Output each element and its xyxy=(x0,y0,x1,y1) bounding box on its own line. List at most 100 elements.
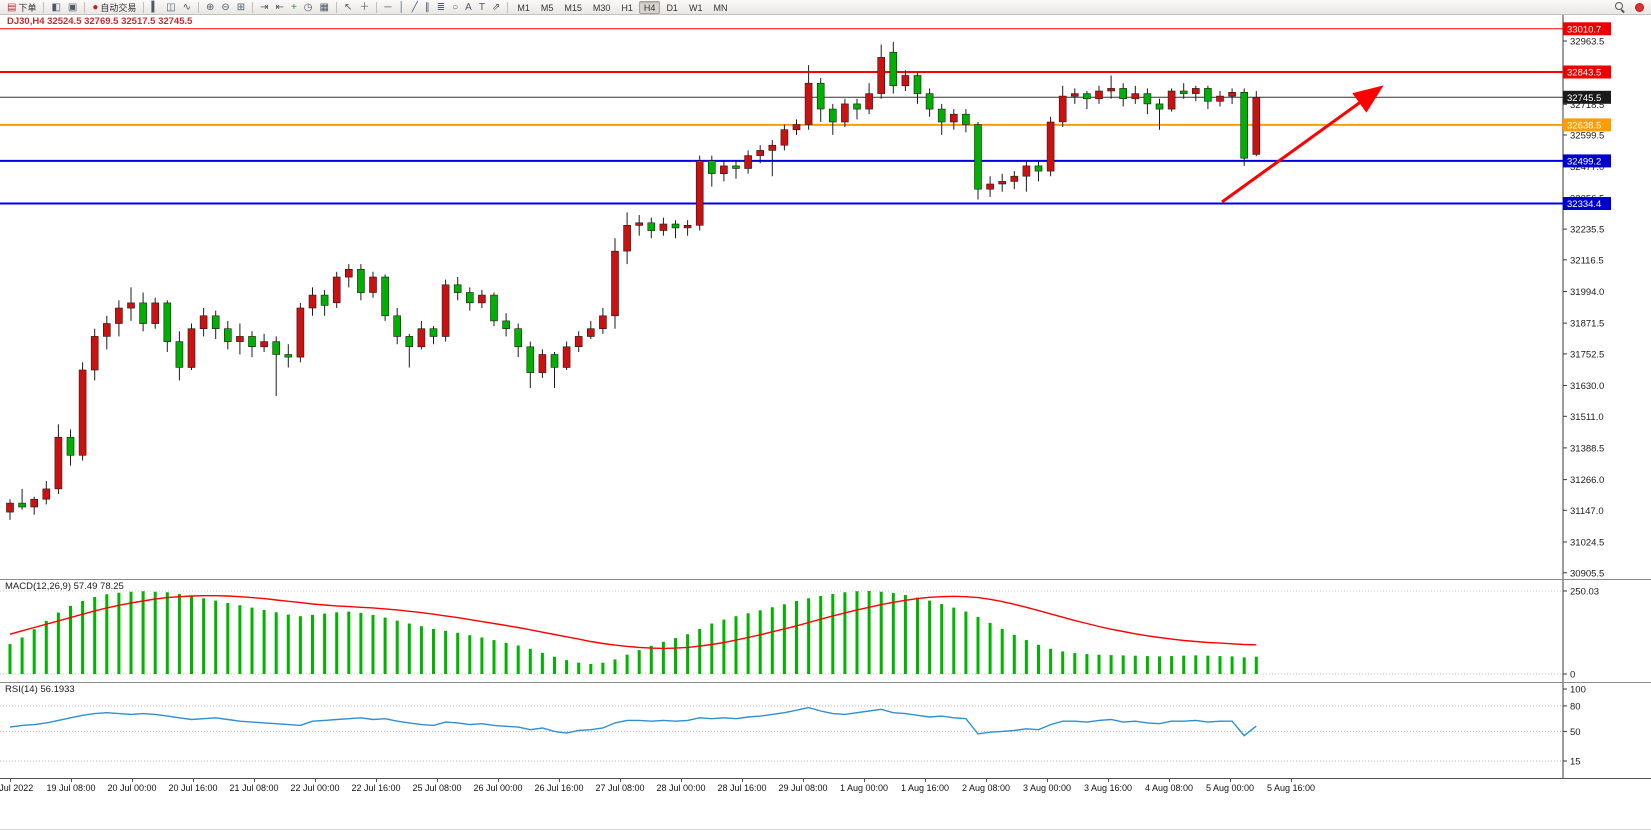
timeframe-m1-button[interactable]: M1 xyxy=(517,2,530,13)
price-level-badge: 32499.2 xyxy=(1563,154,1611,168)
zoom-in-button[interactable]: ⊕ xyxy=(203,1,217,14)
time-tick xyxy=(559,779,560,782)
rsi-axis-label: 50 xyxy=(1570,727,1581,738)
time-tick xyxy=(1291,779,1292,782)
time-tick xyxy=(498,779,499,782)
time-tick xyxy=(254,779,255,782)
time-tick xyxy=(1230,779,1231,782)
toolbar-separator xyxy=(335,1,337,13)
time-label: 28 Jul 16:00 xyxy=(717,783,767,793)
time-label: 18 Jul 2022 xyxy=(0,783,34,793)
line-chart-button[interactable]: ∿ xyxy=(180,1,194,14)
price-level-badge: 32334.4 xyxy=(1563,197,1611,210)
ellipse-icon: ○ xyxy=(452,1,459,13)
record-icon[interactable] xyxy=(1635,2,1644,12)
line-chart-icon: ∿ xyxy=(182,1,191,13)
auto-scroll-icon: ⇥ xyxy=(260,1,269,13)
price-axis-label: 32116.5 xyxy=(1570,255,1604,266)
price-axis-label: 30905.5 xyxy=(1570,568,1604,579)
auto-trading-button[interactable]: ● 自动交易 xyxy=(89,1,139,14)
macd-canvas[interactable]: 250.03 0 xyxy=(0,580,1651,682)
time-label: 29 Jul 08:00 xyxy=(778,783,828,793)
time-tick xyxy=(71,779,72,782)
toolbar-separator xyxy=(197,1,199,13)
rsi-axis-label: 80 xyxy=(1570,701,1581,712)
rsi-panel[interactable]: 100 80 50 15 RSI(14) 56.1933 xyxy=(0,682,1651,778)
rsi-canvas[interactable]: 100 80 50 15 xyxy=(0,683,1651,778)
periods-button[interactable]: ◷ xyxy=(301,1,316,14)
price-level-badge: 32638.5 xyxy=(1563,118,1611,132)
new-order-button[interactable]: ▤ 下单 xyxy=(4,1,39,14)
text-button[interactable]: A xyxy=(462,1,475,14)
main-chart-panel[interactable]: 32963.532841.532718.532599.532477.032356… xyxy=(0,15,1651,579)
time-axis[interactable]: 18 Jul 2022 19 Jul 08:00 20 Jul 00:00 20 Ju… xyxy=(0,778,1651,795)
svg-text:32638.5: 32638.5 xyxy=(1567,120,1601,131)
arrows-button[interactable]: ⇗ xyxy=(489,1,503,14)
price-axis-label: 31752.5 xyxy=(1570,349,1604,360)
main-chart-canvas[interactable]: 32963.532841.532718.532599.532477.032356… xyxy=(0,15,1651,579)
time-tick xyxy=(681,779,682,782)
time-tick xyxy=(742,779,743,782)
indicators-button[interactable]: + xyxy=(288,1,300,14)
search-button[interactable] xyxy=(1612,1,1628,14)
ellipse-button[interactable]: ○ xyxy=(449,1,461,14)
timeframe-w1-button[interactable]: W1 xyxy=(688,2,703,13)
timeframe-m15-button[interactable]: M15 xyxy=(564,2,582,13)
profile-button[interactable]: ▣ xyxy=(65,1,80,14)
rsi-svg: 100 80 50 15 xyxy=(0,683,1651,778)
label-icon: T xyxy=(478,1,485,13)
time-label: 26 Jul 00:00 xyxy=(473,783,523,793)
time-tick xyxy=(1108,779,1109,782)
macd-panel[interactable]: 250.03 0 MACD(12,26,9) 57.49 78.25 xyxy=(0,579,1651,682)
trendline-icon: ╱ xyxy=(411,1,418,13)
templates-button[interactable]: ▦ xyxy=(317,1,332,14)
chart-shift-icon: ⇤ xyxy=(275,1,284,13)
rsi-line xyxy=(9,706,1257,737)
hline-button[interactable]: ─ xyxy=(381,1,394,14)
bars-chart-button[interactable]: ▍ xyxy=(148,1,162,14)
tile-windows-button[interactable]: ⊞ xyxy=(234,1,248,14)
bars-chart-icon: ▍ xyxy=(151,1,160,13)
candlestick-chart-button[interactable]: ◫ xyxy=(163,1,178,14)
price-axis-label: 31871.5 xyxy=(1570,319,1604,330)
timeframe-h4-button[interactable]: H4 xyxy=(638,0,661,14)
price-axis-label: 32599.5 xyxy=(1570,131,1604,142)
templates-icon: ▦ xyxy=(319,1,329,13)
timeframe-d1-button[interactable]: D1 xyxy=(666,2,678,13)
timeframe-mn-button[interactable]: MN xyxy=(713,2,728,13)
time-tick xyxy=(193,779,194,782)
candlesticks xyxy=(6,41,1261,520)
chart-shift-button[interactable]: ⇤ xyxy=(273,1,287,14)
time-tick xyxy=(925,779,926,782)
time-label: 21 Jul 08:00 xyxy=(229,783,279,793)
timeframe-m30-button[interactable]: M30 xyxy=(592,2,611,13)
vline-icon: │ xyxy=(398,1,405,13)
time-label: 3 Aug 16:00 xyxy=(1083,783,1133,793)
hline-icon: ─ xyxy=(384,1,392,13)
trendline-button[interactable]: ╱ xyxy=(409,1,421,14)
fibonacci-icon: ≣ xyxy=(436,1,446,13)
price-level-badge: 32843.5 xyxy=(1563,65,1611,79)
channel-button[interactable]: ∥ xyxy=(422,1,433,14)
time-label: 19 Jul 08:00 xyxy=(46,783,96,793)
timeframe-h1-button[interactable]: H1 xyxy=(621,2,633,13)
price-level-badge: 32745.5 xyxy=(1563,90,1611,104)
vline-button[interactable]: │ xyxy=(395,1,407,14)
channel-icon: ∥ xyxy=(424,1,430,13)
zoom-out-button[interactable]: ⊖ xyxy=(218,1,232,14)
chart-window-button[interactable]: ◧ xyxy=(48,1,63,14)
timeframe-m5-button[interactable]: M5 xyxy=(540,2,554,13)
macd-axis-max: 250.03 xyxy=(1570,587,1599,598)
label-button[interactable]: T xyxy=(476,1,488,14)
svg-text:32499.2: 32499.2 xyxy=(1567,156,1601,167)
time-label: 1 Aug 00:00 xyxy=(839,783,889,793)
rsi-axis-label: 15 xyxy=(1570,757,1581,768)
cursor-button[interactable]: ↖ xyxy=(341,1,355,14)
fibonacci-button[interactable]: ≣ xyxy=(434,1,448,14)
crosshair-button[interactable]: ＋ xyxy=(356,1,372,14)
auto-scroll-button[interactable]: ⇥ xyxy=(257,1,271,14)
time-label: 22 Jul 00:00 xyxy=(290,783,340,793)
time-label: 1 Aug 16:00 xyxy=(900,783,950,793)
time-label: 20 Jul 16:00 xyxy=(168,783,218,793)
